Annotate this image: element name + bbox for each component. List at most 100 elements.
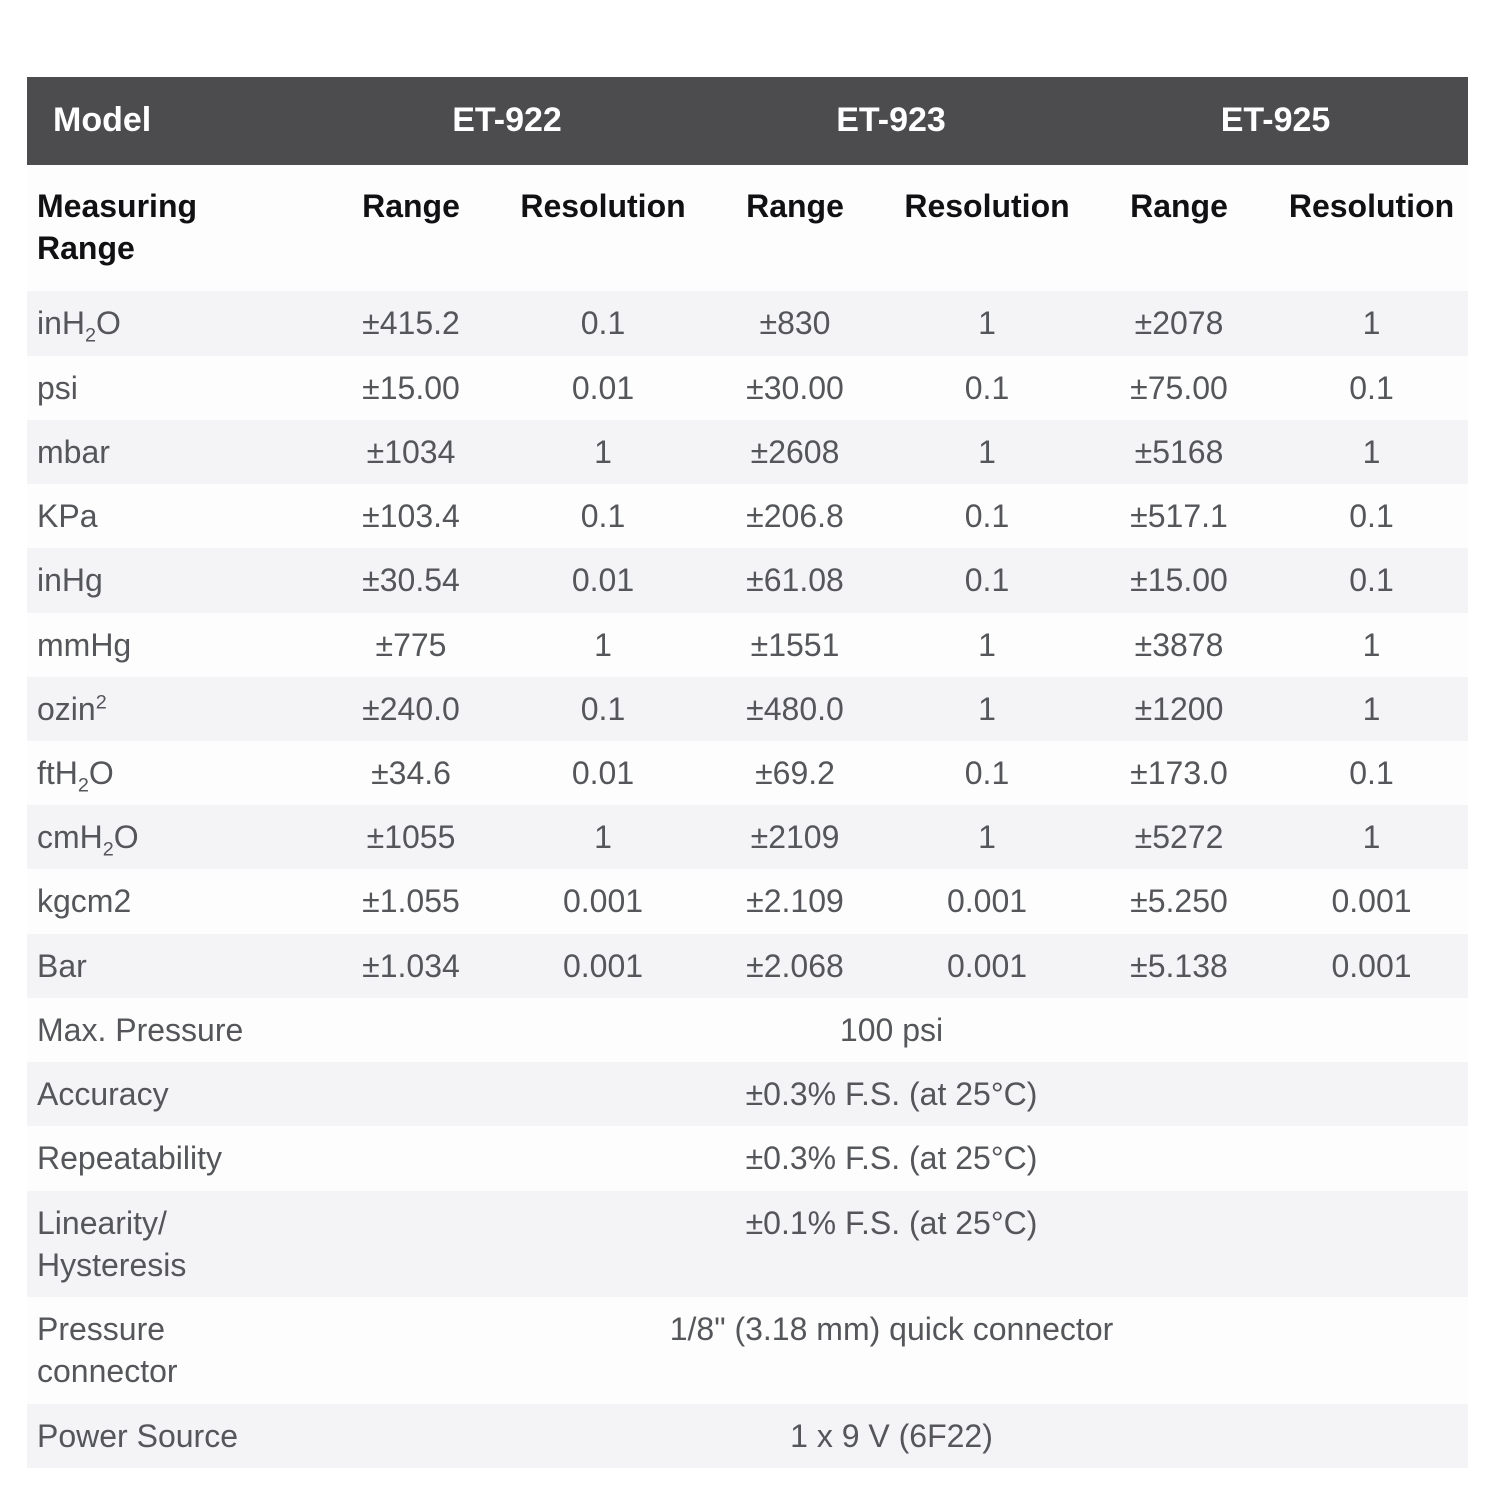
unit-row: inHg ±30.54 0.01 ±61.08 0.1 ±15.00 0.1 (27, 548, 1468, 613)
spec-value: 1 x 9 V (6F22) (790, 1417, 993, 1454)
range-value: ±30.54 (362, 562, 460, 599)
spec-row: Max. Pressure 100 psi (27, 997, 1468, 1063)
range-value: ±2608 (750, 433, 840, 470)
resolution-value: 0.1 (580, 305, 626, 342)
resolution-value: 0.001 (1331, 883, 1412, 920)
range-value: ±5.138 (1130, 947, 1228, 984)
resolution-value: 0.01 (571, 369, 635, 406)
range-value: ±240.0 (362, 690, 460, 727)
resolution-header-et925: Resolution (1275, 164, 1468, 292)
range-value: ±173.0 (1130, 754, 1228, 791)
resolution-value: 1 (594, 433, 612, 470)
resolution-value: 0.01 (571, 754, 635, 791)
unit-row: ftH2O ±34.6 0.01 ±69.2 0.1 ±173.0 0.1 (27, 740, 1468, 806)
unit-label: kgcm2 (37, 883, 132, 920)
resolution-value: 0.1 (1349, 498, 1394, 535)
range-value: ±61.08 (746, 562, 844, 599)
resolution-value: 1 (1362, 433, 1381, 470)
unit-label: Bar (37, 947, 87, 984)
model-header-row: Model ET-922 ET-923 ET-925 (27, 77, 1468, 165)
unit-row: mbar ±1034 1 ±2608 1 ±5168 1 (27, 419, 1468, 485)
range-value: ±5.250 (1130, 883, 1228, 920)
spec-label: Repeatability (37, 1140, 222, 1177)
range-value: ±2109 (750, 819, 840, 856)
spec-sheet: Model ET-922 ET-923 ET-925 Measuring Ran… (27, 77, 1468, 1468)
range-value: ±517.1 (1130, 498, 1228, 535)
unit-row: KPa ±103.4 0.1 ±206.8 0.1 ±517.1 0.1 (27, 484, 1468, 549)
spec-row: Accuracy ±0.3% F.S. (at 25°C) (27, 1062, 1468, 1127)
unit-label: mmHg (37, 626, 132, 663)
unit-row: mmHg ±775 1 ±1551 1 ±3878 1 (27, 612, 1468, 677)
range-value: ±1551 (750, 626, 840, 663)
spec-row: Pressure connector 1/8" (3.18 mm) quick c… (27, 1297, 1468, 1404)
range-value: ±103.4 (362, 498, 460, 535)
resolution-value: 0.1 (580, 498, 626, 535)
spec-row: Power Source 1 x 9 V (6F22) (27, 1403, 1468, 1468)
range-header-et925: Range (1083, 164, 1275, 292)
spec-rows-body: Max. Pressure 100 psi Accuracy ±0.3% F.S. (… (27, 997, 1468, 1468)
range-header-et922: Range (315, 164, 507, 292)
range-value: ±775 (375, 626, 447, 663)
model-et922-header: ET-922 (315, 77, 699, 165)
resolution-value: 0.1 (964, 562, 1010, 599)
resolution-header-et922: Resolution (507, 164, 699, 292)
range-value: ±1200 (1134, 690, 1224, 727)
spec-value: 100 psi (839, 1011, 944, 1048)
unit-row: Bar ±1.034 0.001 ±2.068 0.001 ±5.138 0.001 (27, 933, 1468, 998)
resolution-value: 1 (1362, 626, 1381, 663)
resolution-value: 1 (978, 626, 996, 663)
spec-value: ±0.3% F.S. (at 25°C) (745, 1076, 1038, 1113)
unit-rows-body: inH2O ±415.2 0.1 ±830 1 ±2078 1 psi ±15.00 0.01 ±3… (27, 291, 1468, 998)
range-value: ±75.00 (1130, 369, 1228, 406)
spec-label: Power Source (37, 1417, 238, 1454)
range-value: ±5168 (1134, 433, 1224, 470)
spec-value: ±0.1% F.S. (at 25°C) (745, 1204, 1038, 1241)
range-header-et923: Range (699, 164, 891, 292)
resolution-value: 1 (1362, 819, 1381, 856)
range-value: ±34.6 (371, 754, 451, 791)
unit-label: cmH2O (37, 819, 139, 861)
model-et923-header: ET-923 (699, 77, 1083, 165)
range-value: ±30.00 (746, 369, 844, 406)
resolution-value: 1 (1362, 690, 1381, 727)
unit-label: psi (37, 369, 78, 406)
spec-row: Repeatability ±0.3% F.S. (at 25°C) (27, 1126, 1468, 1191)
resolution-value: 1 (978, 433, 996, 470)
unit-label: mbar (37, 433, 110, 470)
measuring-range-header: Measuring Range (27, 164, 315, 292)
resolution-value: 0.001 (562, 883, 644, 920)
range-value: ±1034 (366, 433, 456, 470)
range-value: ±1055 (366, 819, 456, 856)
spec-label: Max. Pressure (37, 1011, 244, 1048)
unit-row: kgcm2 ±1.055 0.001 ±2.109 0.001 ±5.250 0.001 (27, 869, 1468, 934)
range-value: ±415.2 (362, 305, 460, 342)
range-value: ±830 (759, 305, 831, 342)
resolution-value: 0.001 (1331, 947, 1412, 984)
range-value: ±15.00 (362, 369, 460, 406)
unit-row: ozin2 ±240.0 0.1 ±480.0 1 ±1200 1 (27, 676, 1468, 741)
resolution-value: 1 (594, 819, 612, 856)
resolution-value: 1 (594, 626, 612, 663)
range-value: ±480.0 (746, 690, 844, 727)
resolution-value: 1 (978, 819, 996, 856)
unit-row: psi ±15.00 0.01 ±30.00 0.1 ±75.00 0.1 (27, 355, 1468, 420)
model-header-label: Model (27, 77, 315, 165)
resolution-value: 1 (978, 690, 996, 727)
unit-row: cmH2O ±1055 1 ±2109 1 ±5272 1 (27, 805, 1468, 870)
range-value: ±206.8 (746, 498, 844, 535)
range-value: ±3878 (1134, 626, 1224, 663)
spec-value: ±0.3% F.S. (at 25°C) (745, 1140, 1038, 1177)
spec-label: Pressure connector (37, 1311, 178, 1390)
range-value: ±2.068 (746, 947, 844, 984)
range-value: ±15.00 (1130, 562, 1228, 599)
unit-row: inH2O ±415.2 0.1 ±830 1 ±2078 1 (27, 291, 1468, 356)
range-value: ±1.034 (362, 947, 460, 984)
model-et925-header: ET-925 (1083, 77, 1468, 165)
spec-label: Linearity/ Hysteresis (37, 1204, 187, 1283)
spec-row: Linearity/ Hysteresis ±0.1% F.S. (at 25°C… (27, 1190, 1468, 1298)
range-value: ±69.2 (755, 754, 835, 791)
resolution-value: 0.001 (946, 883, 1028, 920)
spec-table: Model ET-922 ET-923 ET-925 Measuring Ran… (27, 77, 1468, 1468)
resolution-value: 0.1 (964, 754, 1010, 791)
resolution-value: 0.1 (1349, 754, 1394, 791)
